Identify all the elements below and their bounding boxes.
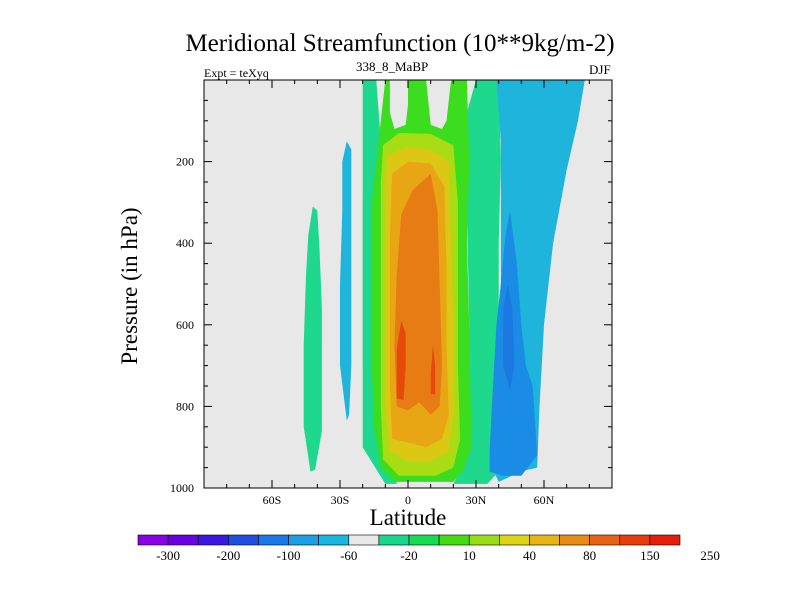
y-tick-label: 800 xyxy=(176,399,194,413)
y-tick-label: 1000 xyxy=(170,481,194,495)
contour-region-10 xyxy=(430,345,436,395)
colorbar-label: -300 xyxy=(156,548,180,563)
colorbar-swatch xyxy=(529,534,560,546)
colorbar-label: 150 xyxy=(640,548,660,563)
colorbar-label: -20 xyxy=(400,548,417,563)
colorbar-label: -100 xyxy=(277,548,301,563)
colorbar-swatch xyxy=(619,534,651,546)
run-label: 338_8_MaBP xyxy=(356,59,429,74)
colorbar-swatch xyxy=(258,534,289,546)
colorbar-label: -200 xyxy=(216,548,240,563)
x-tick-label: 30S xyxy=(331,493,350,507)
contour-region-1 xyxy=(340,141,352,421)
x-axis-label: Latitude xyxy=(369,505,447,530)
colorbar-swatch xyxy=(559,534,590,546)
colorbar-label: 40 xyxy=(523,548,536,563)
colorbar-label: -60 xyxy=(340,548,357,563)
colorbar-swatch xyxy=(137,534,169,546)
contour-region-8 xyxy=(394,173,442,415)
colorbar-swatch xyxy=(499,534,530,546)
experiment-label: Expt = teXyq xyxy=(204,66,269,80)
colorbar-swatch xyxy=(348,534,380,546)
colorbar-swatch xyxy=(288,534,319,546)
y-tick-label: 400 xyxy=(176,236,194,250)
colorbar-swatch xyxy=(408,534,440,546)
colorbar-swatch xyxy=(438,534,470,546)
colorbar-swatch xyxy=(228,534,259,546)
contour-region-9 xyxy=(396,320,406,401)
colorbar-swatch xyxy=(589,534,621,546)
x-tick-label: 0 xyxy=(405,493,411,507)
y-tick-label: 600 xyxy=(176,318,194,332)
colorbar-swatch xyxy=(197,534,229,546)
x-tick-label: 60N xyxy=(534,493,555,507)
y-axis-ticks: 200 400 600 800 1000 xyxy=(170,99,612,495)
x-tick-label: 30N xyxy=(466,493,487,507)
x-axis-ticks: 60S 30S 0 30N 60N xyxy=(226,80,590,507)
colorbar: -300 -200 -100 -60 -20 10 40 80 150 250 xyxy=(137,534,720,563)
y-tick-label: 200 xyxy=(176,155,194,169)
colorbar-swatch xyxy=(468,534,500,546)
colorbar-label: 250 xyxy=(700,548,720,563)
colorbar-swatch xyxy=(378,534,410,546)
contour-regions xyxy=(303,80,585,484)
season-label: DJF xyxy=(589,62,611,77)
x-tick-label: 60S xyxy=(263,493,282,507)
chart-title: Meridional Streamfunction (10**9kg/m-2) xyxy=(185,30,615,57)
colorbar-swatch xyxy=(167,534,199,546)
colorbar-label: 80 xyxy=(583,548,596,563)
colorbar-label: 10 xyxy=(463,548,476,563)
colorbar-swatch xyxy=(318,534,350,546)
contour-region-0 xyxy=(303,206,322,472)
contour-region-13 xyxy=(503,284,515,391)
colorbar-swatch xyxy=(649,534,681,546)
contour-region-3 xyxy=(362,80,501,484)
